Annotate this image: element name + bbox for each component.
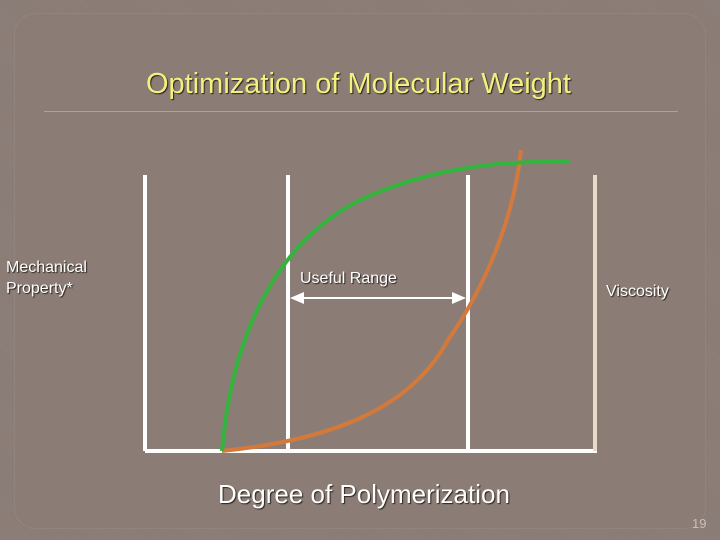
mechanical-property-curve bbox=[220, 159, 571, 452]
title-divider bbox=[44, 111, 678, 112]
slide-title: Optimization of Molecular Weight bbox=[146, 68, 571, 100]
page-number: 19 bbox=[692, 516, 707, 531]
useful-range-arrow bbox=[290, 292, 466, 304]
useful-range-label: Useful Range bbox=[300, 270, 397, 287]
x-axis-label: Degree of Polymerization bbox=[218, 479, 510, 509]
slide-panel bbox=[14, 13, 706, 529]
viscosity-label: Viscosity bbox=[606, 283, 669, 300]
mechanical-property-label: Mechanical Property* bbox=[6, 259, 87, 297]
viscosity-curve bbox=[221, 149, 523, 453]
